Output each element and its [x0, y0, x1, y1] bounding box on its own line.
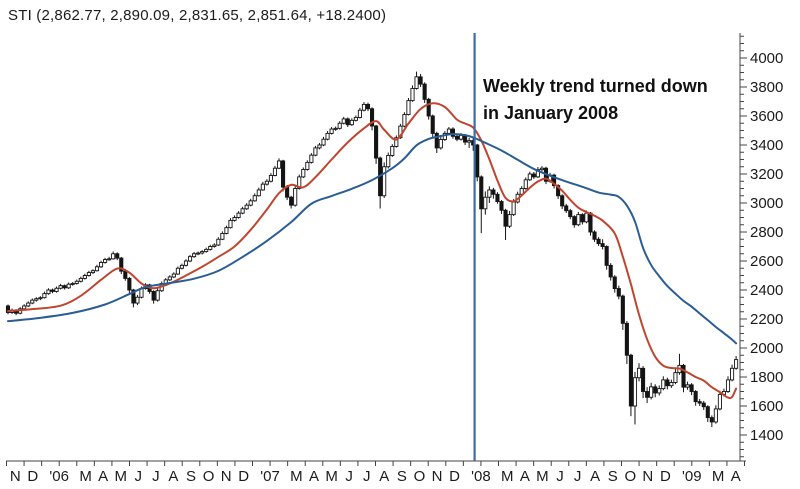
- x-tick-label: N: [642, 468, 653, 485]
- y-tick-label: 3600: [750, 108, 783, 125]
- x-tick-label: '07: [260, 468, 280, 485]
- fast-ma-line: [7, 102, 738, 400]
- annotation-line-2: in January 2008: [483, 103, 619, 123]
- x-tick-label: S: [186, 468, 196, 485]
- x-tick-label: A: [98, 468, 108, 485]
- chart-title: STI (2,862.77, 2,890.09, 2,831.65, 2,851…: [8, 7, 387, 24]
- x-tick-label: S: [397, 468, 407, 485]
- x-tick-label: J: [135, 468, 143, 485]
- y-tick-label: 3800: [750, 79, 783, 96]
- x-tick-label: '06: [49, 468, 69, 485]
- x-tick-label: O: [624, 468, 636, 485]
- y-tick-label: 2000: [750, 340, 783, 357]
- x-tick-label: M: [114, 468, 127, 485]
- x-tick-label: D: [238, 468, 249, 485]
- x-tick-label: O: [203, 468, 215, 485]
- axes: [6, 33, 747, 466]
- x-tick-label: J: [363, 468, 371, 485]
- y-tick-label: 4000: [750, 50, 783, 67]
- x-tick-label: J: [574, 468, 582, 485]
- x-tick-label: N: [10, 468, 21, 485]
- x-tick-label: J: [152, 468, 160, 485]
- x-tick-label: D: [27, 468, 38, 485]
- x-tick-label: A: [168, 468, 178, 485]
- x-tick-label: M: [536, 468, 549, 485]
- x-tick-label: N: [432, 468, 443, 485]
- y-tick-label: 3200: [750, 166, 783, 183]
- x-tick-label: M: [501, 468, 514, 485]
- y-tick-label: 2600: [750, 253, 783, 270]
- y-tick-label: 1600: [750, 398, 783, 415]
- x-tick-label: A: [379, 468, 389, 485]
- y-tick-label: 1800: [750, 369, 783, 386]
- y-tick-label: 2800: [750, 224, 783, 241]
- y-tick-label: 2400: [750, 282, 783, 299]
- annotation-text: Weekly trend turned down in January 2008: [483, 73, 708, 127]
- x-tick-label: M: [79, 468, 92, 485]
- slow-ma-line: [7, 133, 738, 345]
- x-tick-label: '09: [682, 468, 702, 485]
- x-axis-labels: N D '06 M A M J J A S O N D '07 M A M J J A S O N D '08 M A M J J A S O N…: [10, 468, 741, 485]
- x-tick-label: M: [712, 468, 725, 485]
- x-tick-label: S: [608, 468, 618, 485]
- x-tick-label: A: [520, 468, 530, 485]
- x-tick-label: N: [221, 468, 232, 485]
- x-tick-label: M: [290, 468, 303, 485]
- y-axis-labels: 1400 1600 1800 2000 2200 2400 2600 2800 3000 3200…: [750, 50, 783, 444]
- x-tick-label: J: [556, 468, 564, 485]
- x-tick-label: J: [345, 468, 353, 485]
- candles: [5, 71, 739, 428]
- x-tick-label: O: [414, 468, 426, 485]
- x-tick-label: '08: [471, 468, 491, 485]
- y-tick-label: 2200: [750, 311, 783, 328]
- annotation-line-1: Weekly trend turned down: [483, 76, 708, 96]
- x-tick-label: A: [309, 468, 319, 485]
- x-tick-label: M: [325, 468, 338, 485]
- x-tick-label: D: [449, 468, 460, 485]
- x-tick-label: D: [660, 468, 671, 485]
- y-tick-label: 3400: [750, 137, 783, 154]
- x-tick-label: A: [731, 468, 741, 485]
- y-tick-label: 1400: [750, 427, 783, 444]
- y-tick-label: 3000: [750, 195, 783, 212]
- x-tick-label: A: [590, 468, 600, 485]
